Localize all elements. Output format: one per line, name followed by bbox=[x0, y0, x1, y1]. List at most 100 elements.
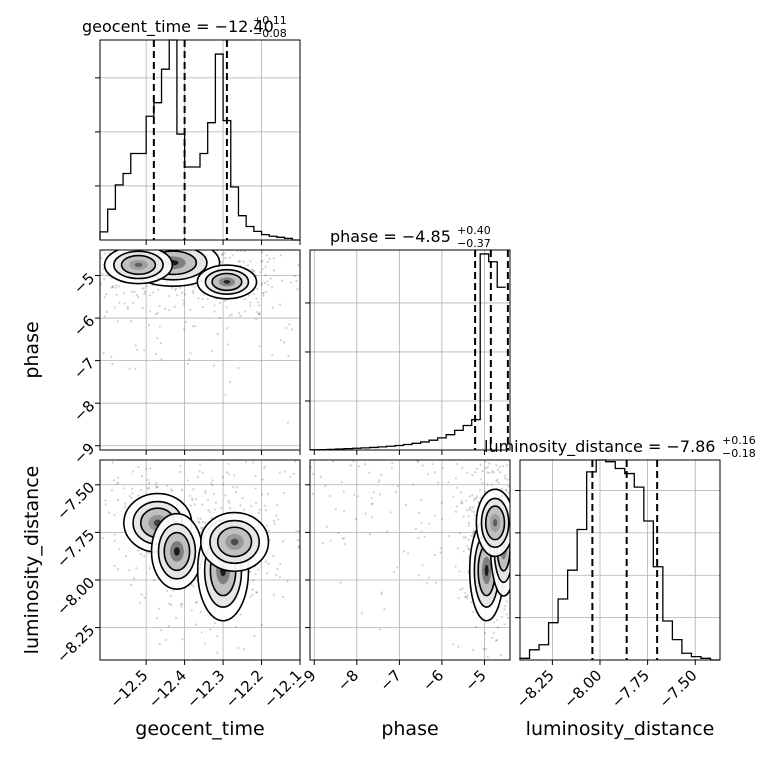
geocent_time_vs_luminosity_distance-sample-point bbox=[137, 465, 140, 469]
geocent_time_vs_luminosity_distance-sample-point bbox=[155, 486, 158, 489]
phase_vs_luminosity_distance-contour-level bbox=[484, 564, 489, 577]
geocent_time_vs_phase-sample-point bbox=[208, 225, 210, 227]
geocent_time_vs_phase-sample-point bbox=[156, 337, 159, 340]
geocent_time_vs_luminosity_distance-sample-point bbox=[289, 475, 292, 479]
geocent_time_vs_luminosity_distance-sample-point bbox=[281, 540, 285, 543]
geocent_time_vs_phase-sample-point bbox=[88, 269, 90, 271]
phase_vs_luminosity_distance-sample-point bbox=[469, 506, 472, 509]
geocent_time_vs_luminosity_distance-sample-point bbox=[131, 492, 134, 495]
phase_vs_luminosity_distance-sample-point bbox=[468, 495, 471, 498]
phase_vs_luminosity_distance-sample-point bbox=[420, 530, 423, 533]
phase_vs_luminosity_distance-sample-point bbox=[467, 521, 470, 525]
geocent_time-xtick-label: −12.4 bbox=[145, 666, 190, 711]
phase_vs_luminosity_distance-sample-point bbox=[528, 556, 530, 558]
phase_vs_luminosity_distance-sample-point bbox=[428, 522, 431, 525]
phase_vs_luminosity_distance-sample-point bbox=[527, 641, 529, 643]
geocent_time_vs_phase-sample-point bbox=[220, 261, 223, 264]
geocent_time_vs_luminosity_distance-sample-point bbox=[213, 508, 217, 511]
geocent_time_vs_phase-sample-point bbox=[230, 313, 233, 316]
phase_vs_luminosity_distance-sample-point bbox=[339, 581, 342, 584]
geocent_time_vs_luminosity_distance-sample-point bbox=[207, 508, 210, 512]
phase_vs_luminosity_distance-sample-point bbox=[383, 608, 386, 611]
geocent_time_vs_phase-sample-point bbox=[260, 260, 263, 263]
geocent_time_vs_phase-sample-point bbox=[228, 256, 231, 259]
geocent_time_vs_phase-sample-point bbox=[56, 281, 58, 283]
geocent_time_vs_phase-sample-point bbox=[243, 250, 246, 253]
geocent_time_vs_phase-sample-point bbox=[258, 345, 261, 348]
geocent_time_vs_luminosity_distance-contour-level bbox=[230, 538, 239, 546]
phase_vs_luminosity_distance-sample-point bbox=[468, 507, 471, 511]
phase_vs_luminosity_distance-sample-point bbox=[352, 460, 355, 463]
phase_vs_luminosity_distance-sample-point bbox=[475, 496, 478, 500]
geocent_time_vs_phase-sample-point bbox=[174, 244, 176, 246]
geocent_time_vs_phase-sample-point bbox=[103, 295, 106, 299]
geocent_time_vs_luminosity_distance-sample-point bbox=[191, 499, 194, 502]
geocent_time_vs_luminosity_distance-sample-point bbox=[140, 593, 143, 596]
geocent_time_vs_luminosity_distance-sample-point bbox=[130, 583, 133, 587]
phase_vs_luminosity_distance-sample-point bbox=[523, 542, 525, 544]
phase_vs_luminosity_distance-sample-point bbox=[402, 550, 405, 553]
geocent_time_vs_luminosity_distance-sample-point bbox=[140, 475, 144, 478]
phase_vs_luminosity_distance-sample-point bbox=[473, 514, 477, 517]
phase_vs_luminosity_distance-sample-point bbox=[475, 467, 478, 470]
phase_vs_luminosity_distance-sample-point bbox=[420, 498, 423, 502]
geocent_time_vs_luminosity_distance-sample-point bbox=[180, 605, 183, 608]
geocent_time_vs_phase-sample-point bbox=[251, 268, 254, 271]
geocent_time_vs_luminosity_distance-sample-point bbox=[143, 554, 146, 558]
geocent_time_vs_luminosity_distance-sample-point bbox=[255, 501, 258, 504]
geocent_time_vs_phase-sample-point bbox=[156, 311, 159, 315]
geocent_time_vs_phase-sample-point bbox=[243, 298, 247, 301]
geocent_time_vs_luminosity_distance-sample-point bbox=[265, 509, 268, 512]
phase_vs_luminosity_distance-sample-point bbox=[342, 660, 344, 662]
phase-ytick-label: −9 bbox=[70, 439, 98, 467]
geocent_time_vs_phase-sample-point bbox=[100, 243, 102, 245]
phase_vs_luminosity_distance-sample-point bbox=[498, 465, 501, 468]
phase-ytick-label: −6 bbox=[70, 312, 98, 340]
geocent_time_vs_luminosity_distance-sample-point bbox=[264, 465, 267, 468]
phase_vs_luminosity_distance-sample-point bbox=[492, 631, 496, 634]
phase_vs_luminosity_distance-sample-point bbox=[494, 639, 498, 642]
phase_vs_luminosity_distance-sample-point bbox=[523, 524, 525, 526]
phase-xtick-label: −7 bbox=[376, 666, 404, 694]
geocent_time_vs_luminosity_distance-sample-point bbox=[282, 595, 285, 599]
geocent_time_vs_luminosity_distance-sample-point bbox=[268, 539, 271, 542]
geocent_time_vs_phase-sample-point bbox=[231, 254, 234, 257]
geocent_time_vs_luminosity_distance-sample-point bbox=[113, 539, 116, 542]
phase_vs_luminosity_distance-sample-point bbox=[486, 466, 489, 469]
geocent_time_vs_luminosity_distance-sample-point bbox=[268, 529, 271, 533]
phase_vs_luminosity_distance-sample-point bbox=[484, 460, 487, 463]
geocent_time_vs_luminosity_distance-sample-point bbox=[242, 508, 246, 512]
geocent_time_vs_luminosity_distance-sample-point bbox=[135, 567, 138, 570]
geocent_time_vs_phase-sample-point bbox=[212, 364, 216, 367]
geocent_time_vs_phase-sample-point bbox=[164, 241, 166, 243]
geocent_time_vs_luminosity_distance-sample-point bbox=[137, 494, 140, 497]
geocent_time_vs_phase-sample-point bbox=[255, 318, 258, 321]
geocent_time_vs_luminosity_distance-sample-point bbox=[209, 628, 212, 631]
phase_vs_luminosity_distance-sample-point bbox=[522, 534, 524, 536]
geocent_time_vs_phase-sample-point bbox=[192, 228, 194, 230]
geocent_time_vs_phase-sample-point bbox=[32, 253, 34, 255]
phase_vs_luminosity_distance-sample-point bbox=[364, 512, 367, 515]
phase_vs_luminosity_distance-sample-point bbox=[465, 499, 468, 503]
geocent_time_vs_phase-sample-point bbox=[261, 267, 264, 271]
phase_vs_luminosity_distance-sample-point bbox=[468, 547, 471, 551]
geocent_time_vs_luminosity_distance-sample-point bbox=[155, 485, 158, 488]
geocent_time_vs_phase-sample-point bbox=[237, 260, 240, 263]
geocent_time_vs_phase-sample-point bbox=[224, 393, 227, 396]
geocent_time_vs_phase-sample-point bbox=[181, 291, 184, 294]
phase_vs_luminosity_distance-sample-point bbox=[471, 474, 474, 477]
phase_vs_luminosity_distance-sample-point bbox=[414, 527, 417, 531]
phase_vs_luminosity_distance-sample-point bbox=[537, 510, 539, 512]
geocent_time_vs_phase-sample-point bbox=[291, 328, 294, 331]
geocent_time_vs_luminosity_distance-sample-point bbox=[278, 471, 281, 474]
phase_vs_luminosity_distance-sample-point bbox=[528, 529, 530, 531]
geocent_time_vs_phase-sample-point bbox=[85, 265, 87, 267]
geocent_time_vs_phase-sample-point bbox=[302, 288, 304, 290]
phase_vs_luminosity_distance-sample-point bbox=[472, 530, 475, 533]
phase_vs_luminosity_distance-sample-point bbox=[433, 553, 436, 557]
phase_vs_luminosity_distance-sample-point bbox=[455, 486, 459, 489]
phase_vs_luminosity_distance-sample-point bbox=[371, 502, 374, 505]
phase_vs_luminosity_distance-sample-point bbox=[460, 499, 463, 503]
phase_vs_luminosity_distance-sample-point bbox=[431, 463, 434, 466]
geocent_time_vs_phase-sample-point bbox=[111, 362, 114, 366]
